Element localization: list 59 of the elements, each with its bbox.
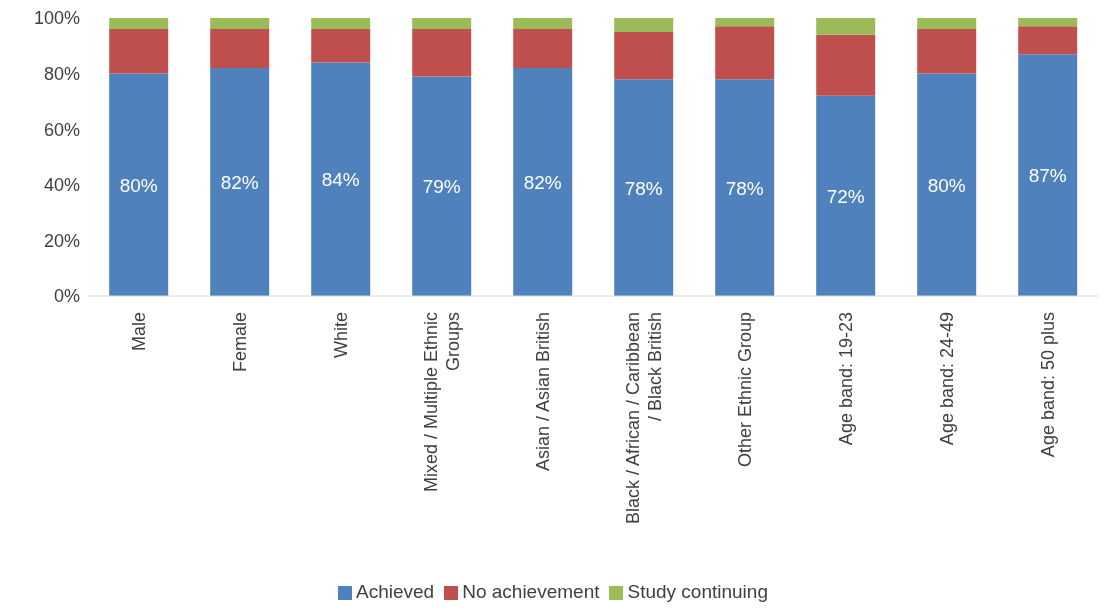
data-label: 78% — [725, 177, 764, 199]
data-label: 82% — [220, 172, 259, 194]
bar — [311, 62, 371, 296]
data-label: 72% — [826, 185, 865, 207]
bar — [412, 29, 472, 77]
legend-label: Study continuing — [627, 581, 768, 602]
bar — [210, 29, 270, 69]
bar — [210, 68, 270, 296]
bar — [1018, 54, 1078, 296]
x-tick-label: Black / African / Caribbean / Black British — [622, 312, 665, 525]
bar — [1018, 26, 1078, 55]
bar — [715, 18, 775, 27]
bar — [816, 18, 876, 35]
bar — [1018, 18, 1078, 27]
bar — [311, 18, 371, 30]
bar — [109, 18, 169, 30]
bar — [412, 18, 472, 30]
bar — [412, 76, 472, 296]
bar — [917, 73, 977, 296]
bar — [715, 79, 775, 296]
y-tick-label: 20% — [43, 230, 80, 251]
data-label: 87% — [1028, 165, 1067, 187]
x-tick-label: White — [330, 312, 351, 359]
x-tick-label: Asian / Asian British — [532, 312, 553, 472]
bar — [210, 18, 270, 30]
bar — [513, 18, 573, 30]
data-label: 82% — [523, 172, 562, 194]
bar — [816, 95, 876, 296]
bar — [513, 68, 573, 296]
y-tick-label: 60% — [43, 119, 80, 140]
x-tick-label: Other Ethnic Group — [734, 312, 755, 468]
y-tick-label: 80% — [43, 63, 80, 84]
data-label: 80% — [927, 174, 966, 196]
bar — [917, 29, 977, 74]
data-label: 80% — [119, 174, 158, 196]
data-label: 79% — [422, 176, 461, 198]
y-tick-label: 40% — [43, 175, 80, 196]
bar — [109, 73, 169, 296]
data-label: 84% — [321, 169, 360, 191]
bar — [109, 29, 169, 74]
bar — [614, 79, 674, 296]
bar — [715, 26, 775, 80]
x-tick-label: Male — [128, 312, 149, 352]
bar — [614, 18, 674, 32]
y-tick-label: 0% — [53, 286, 80, 307]
bar — [311, 29, 371, 63]
legend-label: Achieved — [356, 581, 435, 602]
bar — [816, 34, 876, 96]
bar — [614, 31, 674, 80]
data-label: 78% — [624, 177, 663, 199]
y-tick-label: 100% — [33, 8, 80, 29]
x-tick-label: Age band: 24-49 — [936, 312, 957, 446]
x-tick-label: Female — [229, 312, 250, 373]
x-tick-label: Age band: 50 plus — [1037, 312, 1058, 458]
bar — [513, 29, 573, 69]
x-tick-label: Age band: 19-23 — [835, 312, 856, 446]
bar — [917, 18, 977, 30]
legend-label: No achievement — [462, 581, 600, 602]
x-tick-label: Mixed / Multiple Ethnic Groups — [420, 312, 463, 493]
